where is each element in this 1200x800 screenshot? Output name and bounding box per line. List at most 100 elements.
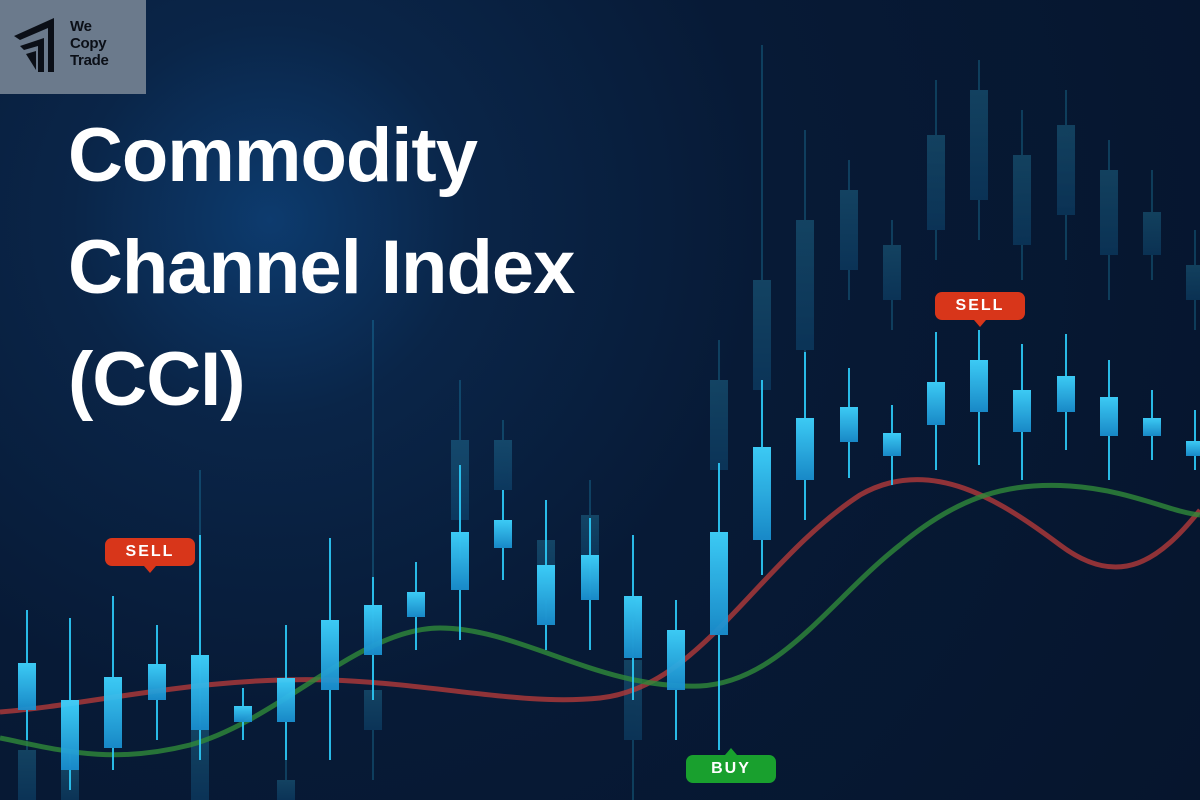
candlestick <box>927 332 945 470</box>
candlestick <box>104 596 122 770</box>
candlestick <box>18 720 36 800</box>
candlestick <box>796 352 814 520</box>
candlestick <box>1100 360 1118 480</box>
candle-body <box>883 433 901 456</box>
candle-body <box>321 620 339 690</box>
candlestick <box>148 625 166 740</box>
candle-wick <box>199 535 201 760</box>
candlestick <box>277 625 295 760</box>
candlestick <box>1013 110 1031 280</box>
title-line: (CCI) <box>68 337 246 422</box>
candle-body <box>796 220 814 350</box>
candlestick <box>494 490 512 580</box>
candle-body <box>451 532 469 590</box>
candlestick <box>61 618 79 790</box>
candle-wick <box>1194 410 1196 470</box>
candle-body <box>61 700 79 770</box>
candlestick <box>1013 344 1031 480</box>
candle-body <box>494 440 512 490</box>
candle-body <box>18 750 36 800</box>
candlestick <box>234 688 252 740</box>
candlestick <box>840 368 858 478</box>
candlestick <box>1057 334 1075 450</box>
candle-body <box>1057 376 1075 412</box>
candlestick <box>494 420 512 520</box>
wecopytrade-logo: We Copy Trade <box>0 0 146 94</box>
candlestick <box>753 45 771 420</box>
candle-body <box>1143 212 1161 255</box>
sell-signal-badge: SELL <box>935 292 1025 327</box>
logo-line: We <box>70 18 92 35</box>
candle-body <box>970 360 988 412</box>
candle-body <box>1186 265 1200 300</box>
candle-body <box>840 407 858 442</box>
candle-body <box>277 678 295 722</box>
candle-body <box>581 555 599 600</box>
title-line: Channel Index <box>68 225 575 310</box>
candle-body <box>1100 170 1118 255</box>
red-oscillator-line <box>0 477 1200 715</box>
candlestick <box>1100 140 1118 300</box>
candlestick <box>18 610 36 740</box>
candle-body <box>537 565 555 625</box>
candlestick <box>1186 230 1200 330</box>
candlestick <box>710 463 728 750</box>
candlestick <box>667 600 685 740</box>
candlestick <box>970 60 988 240</box>
candlestick <box>364 320 382 780</box>
candle-body <box>883 245 901 300</box>
candlestick <box>451 465 469 640</box>
candlestick <box>927 80 945 260</box>
candlestick <box>624 535 642 700</box>
candle-body <box>191 655 209 730</box>
candle-body <box>1013 155 1031 245</box>
candle-body <box>1013 390 1031 432</box>
candlestick <box>537 500 555 650</box>
candlestick <box>1186 410 1200 470</box>
candlestick <box>753 380 771 575</box>
candlestick <box>581 518 599 650</box>
candle-body <box>1143 418 1161 436</box>
candle-body <box>234 706 252 722</box>
candle-body <box>18 663 36 710</box>
candlestick <box>1057 90 1075 260</box>
candlestick <box>364 577 382 700</box>
candle-body <box>1100 397 1118 436</box>
candle-body <box>364 690 382 730</box>
candle-body <box>1057 125 1075 215</box>
green-oscillator-line <box>0 482 1200 758</box>
page-title: Commodity Channel Index (CCI) <box>68 100 575 436</box>
candle-body <box>927 135 945 230</box>
candle-body <box>710 380 728 470</box>
candle-body <box>191 730 209 800</box>
candle-body <box>407 592 425 617</box>
logo-line: Copy <box>70 35 107 52</box>
candle-body <box>624 596 642 658</box>
candlestick <box>710 340 728 500</box>
candlestick <box>321 538 339 760</box>
candlestick <box>407 562 425 650</box>
candlestick <box>1143 390 1161 460</box>
candle-body <box>753 280 771 390</box>
candle-body <box>364 605 382 655</box>
candle-body <box>494 520 512 548</box>
candle-wick <box>372 320 374 780</box>
candlestick <box>277 760 295 800</box>
candlestick <box>970 330 988 465</box>
candlestick <box>1143 170 1161 280</box>
candlestick <box>883 220 901 330</box>
candlestick <box>796 130 814 370</box>
candle-wick <box>761 45 763 420</box>
arrow-chevrons-icon <box>14 18 54 72</box>
candlestick <box>191 535 209 760</box>
buy-signal-badge: BUY <box>686 748 776 783</box>
candle-body <box>148 664 166 700</box>
candle-body <box>970 90 988 200</box>
candle-body <box>667 630 685 690</box>
title-line: Commodity <box>68 113 478 198</box>
candle-body <box>1186 441 1200 456</box>
candle-body <box>710 532 728 635</box>
candle-body <box>753 447 771 540</box>
logo-wordmark: We Copy Trade <box>70 18 109 69</box>
